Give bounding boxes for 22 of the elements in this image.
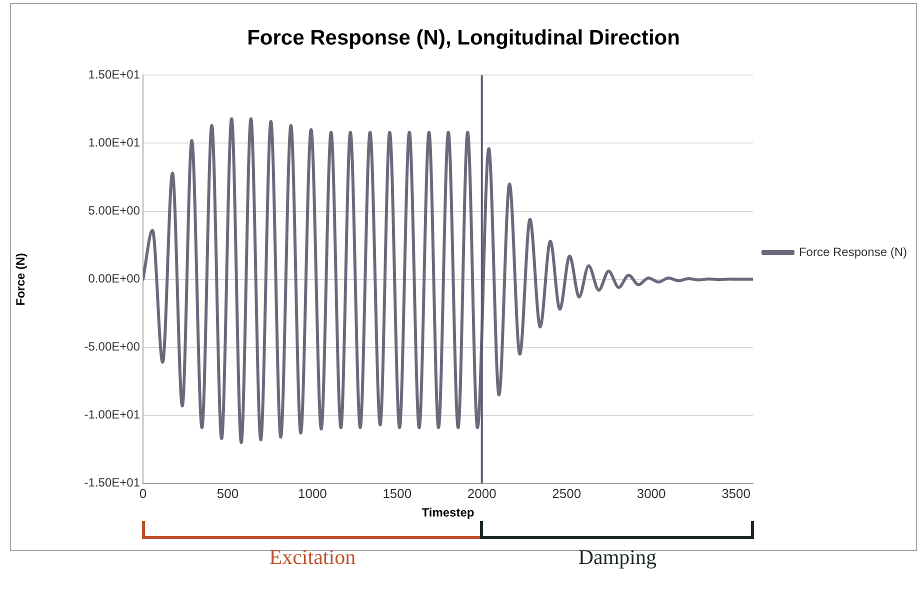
x-tick-label: 500 [216,486,239,501]
x-axis-title: Timestep [422,506,474,520]
y-axis-title: Force (N) [14,252,28,306]
y-tick-label: 1.50E+01 [88,68,140,82]
x-tick-label: 2000 [467,486,496,501]
text: Excitation [268,545,357,570]
y-tick-label: 0.00E+00 [88,272,140,286]
y-tick-label: -5.00E+00 [84,340,140,354]
x-tick-label: 1000 [298,486,327,501]
x-tick-label: 3000 [636,486,666,501]
y-tick-label: 5.00E+00 [88,204,140,218]
text: Damping [577,545,658,570]
y-tick-label: -1.50E+01 [84,476,140,490]
x-tick-label: 0 [139,486,147,501]
chart-title: Force Response (N), Longitudinal Direction [247,26,680,50]
y-tick-label: -1.00E+01 [84,408,140,422]
legend-label: Force Response (N) [798,244,908,259]
line-series [143,117,753,444]
x-tick-label: 3500 [722,486,750,501]
y-tick-label: 1.00E+01 [88,136,140,150]
x-tick-label: 1500 [382,486,412,501]
x-tick-label: 2500 [552,486,582,501]
